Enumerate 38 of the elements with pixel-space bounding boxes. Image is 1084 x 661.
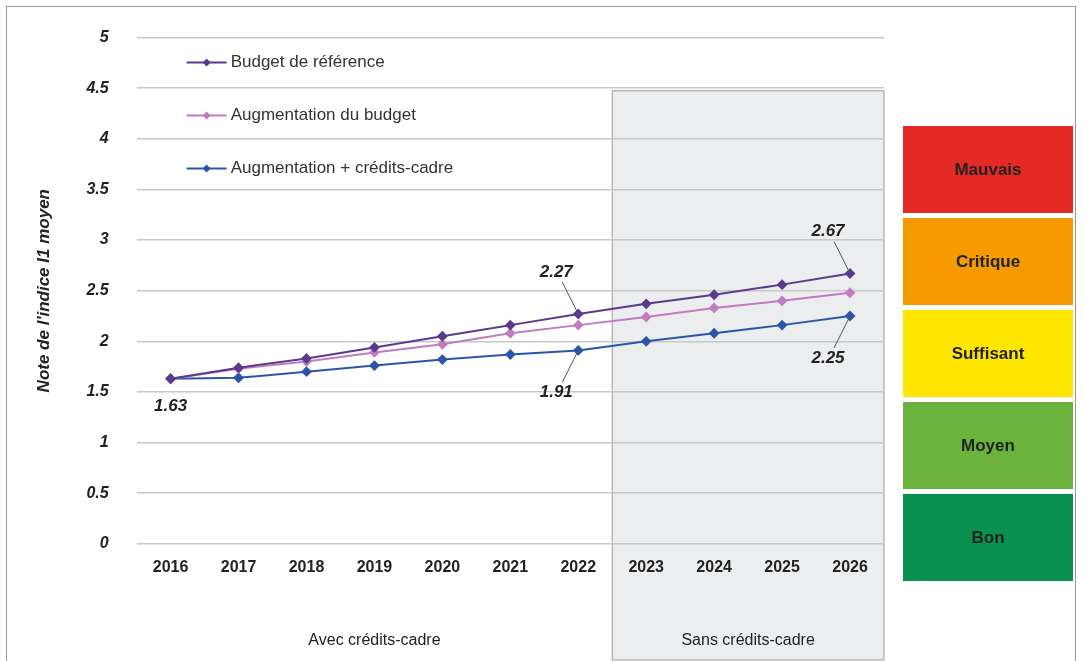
- rating-box: Moyen: [903, 402, 1073, 489]
- x-tick-label: 2025: [764, 557, 800, 575]
- y-tick-label: 2.5: [85, 281, 110, 299]
- legend-label: Augmentation du budget: [230, 105, 417, 125]
- x-tick-label: 2020: [424, 557, 461, 575]
- y-tick-label: 4: [98, 129, 109, 147]
- y-tick-label: 0.5: [86, 483, 110, 501]
- annotation: 1.91: [539, 382, 573, 402]
- rating-box: Suffisant: [903, 310, 1073, 397]
- y-tick-label: 4.5: [85, 78, 110, 96]
- legend-label: Budget de référence: [230, 52, 385, 72]
- x-tick-label: 2018: [288, 557, 325, 575]
- x-tick-label: 2019: [356, 557, 393, 575]
- rating-box: Mauvais: [903, 126, 1073, 213]
- y-tick-label: 5: [99, 28, 110, 46]
- y-axis-title: Note de l'indice I1 moyen: [33, 189, 53, 393]
- y-tick-label: 3.5: [86, 179, 110, 197]
- x-tick-label: 2016: [152, 557, 189, 575]
- band-label: Sans crédits-cadre: [681, 631, 815, 649]
- rating-box: Bon: [903, 494, 1073, 581]
- y-tick-label: 0: [99, 534, 109, 552]
- annotation: 2.25: [810, 347, 846, 367]
- x-tick-label: 2022: [560, 557, 597, 575]
- y-tick-label: 2: [98, 331, 109, 349]
- annotation: 2.27: [538, 261, 575, 281]
- y-tick-label: 3: [99, 230, 109, 248]
- x-tick-label: 2021: [492, 557, 529, 575]
- annotation: 1.63: [154, 396, 188, 416]
- x-tick-label: 2023: [628, 557, 665, 575]
- x-tick-label: 2026: [832, 557, 868, 575]
- x-tick-label: 2017: [220, 557, 257, 575]
- x-tick-label: 2024: [696, 557, 733, 575]
- text: Avec crédits-cadre: [308, 631, 441, 649]
- legend-label: Augmentation + crédits-cadre: [230, 158, 454, 178]
- annotation: 2.67: [810, 221, 847, 241]
- rating-box: Critique: [903, 218, 1073, 305]
- y-tick-label: 1: [99, 432, 109, 450]
- y-tick-label: 1.5: [86, 382, 110, 400]
